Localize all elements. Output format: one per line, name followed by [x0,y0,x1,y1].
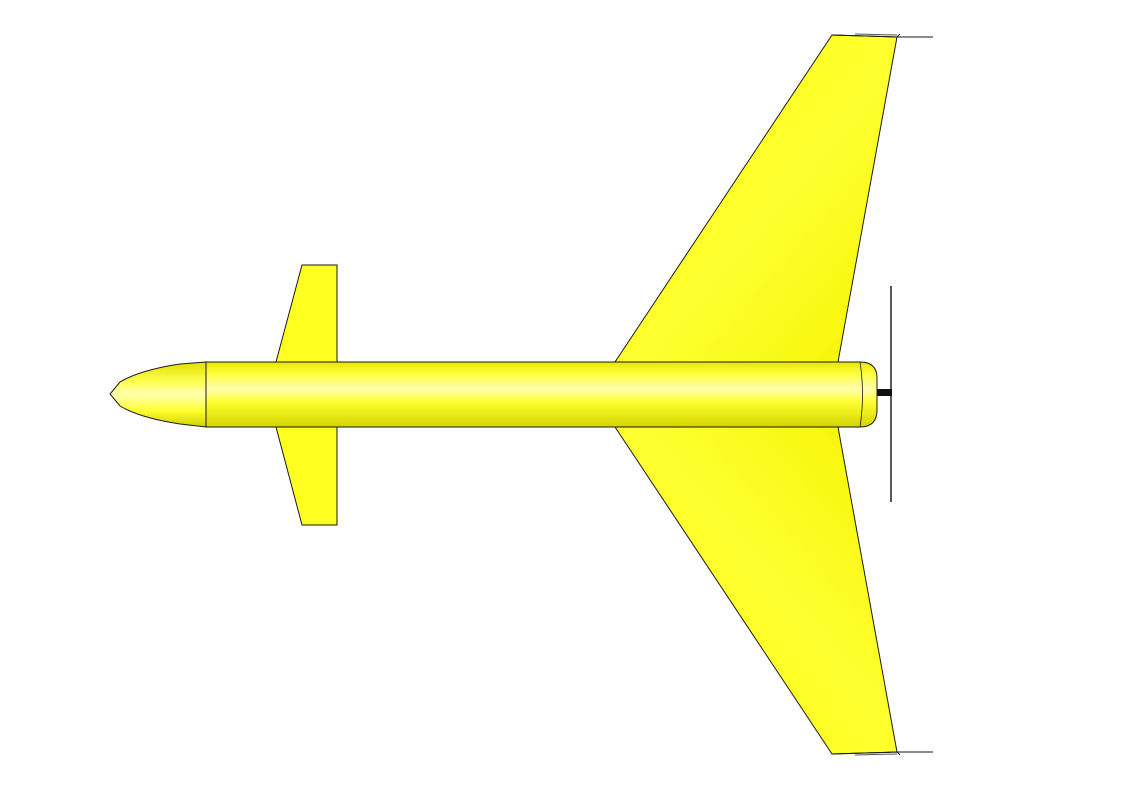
tail-cap-seam [859,361,863,428]
main-wing-upper [614,34,898,363]
fore-fin-lower [275,426,338,526]
wingtip-upper-edge [854,33,898,36]
wingtip-upper [831,33,933,38]
fuselage [205,361,878,428]
wingtip-lower-edge [854,753,898,756]
fore-fin-upper [275,264,338,363]
nose-cone [109,361,207,428]
propeller-shaft [876,389,892,396]
main-wing-lower [614,426,898,755]
wingtip-lower [831,751,933,756]
